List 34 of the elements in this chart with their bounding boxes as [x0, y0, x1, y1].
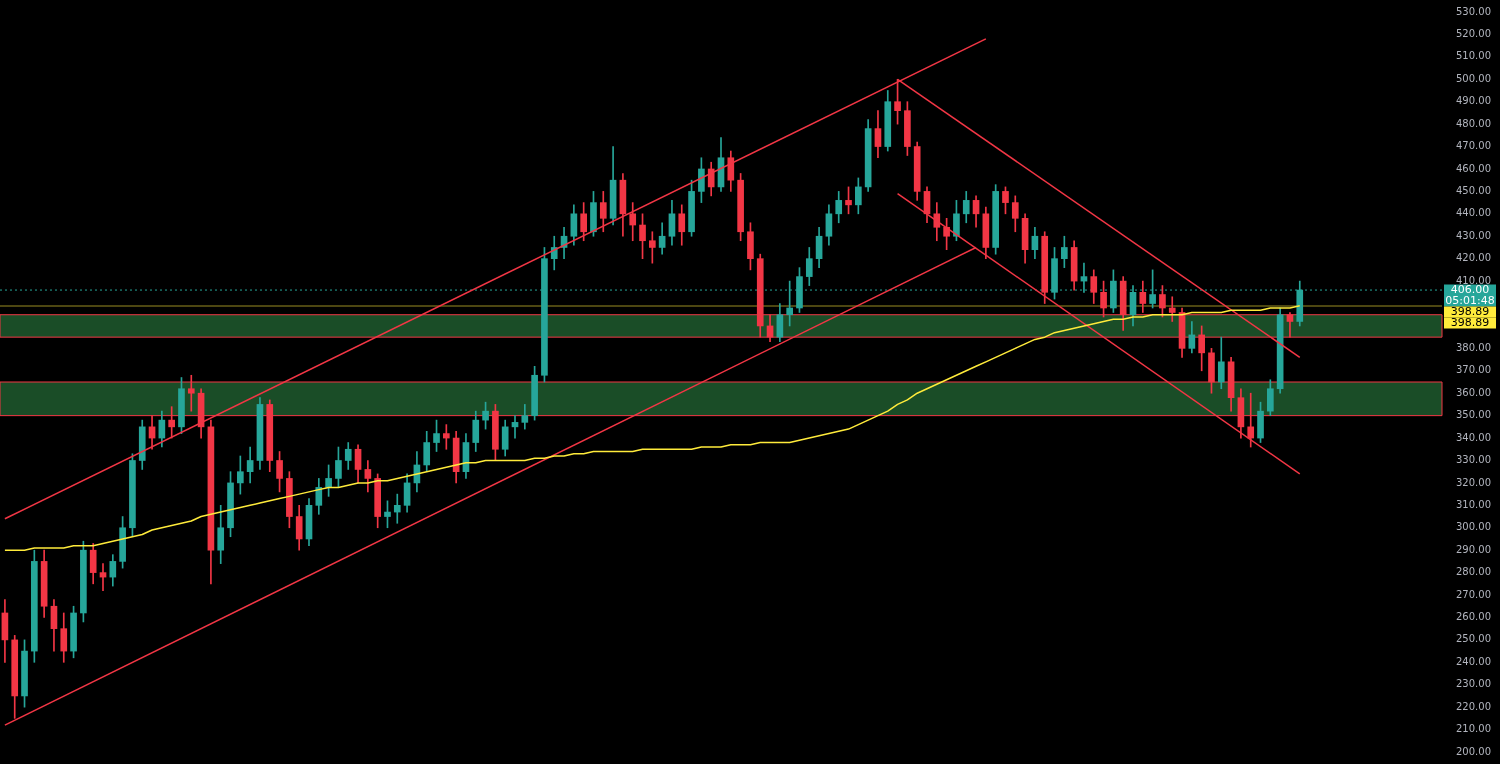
y-tick-label: 230.00 [1456, 678, 1491, 690]
y-tick-label: 450.00 [1456, 184, 1491, 196]
y-tick-label: 210.00 [1456, 723, 1491, 735]
y-tick-label: 340.00 [1456, 431, 1491, 443]
y-tick-label: 300.00 [1456, 521, 1491, 533]
y-tick-label: 380.00 [1456, 341, 1491, 353]
y-tick-label: 520.00 [1456, 28, 1491, 40]
y-tick-label: 270.00 [1456, 588, 1491, 600]
y-tick-label: 350.00 [1456, 409, 1491, 421]
y-tick-label: 460.00 [1456, 162, 1491, 174]
y-tick-label: 440.00 [1456, 207, 1491, 219]
y-tick-label: 490.00 [1456, 95, 1491, 107]
y-tick-label: 480.00 [1456, 117, 1491, 129]
y-tick-label: 530.00 [1456, 5, 1491, 17]
y-tick-label: 220.00 [1456, 700, 1491, 712]
y-tick-label: 320.00 [1456, 476, 1491, 488]
y-tick-label: 250.00 [1456, 633, 1491, 645]
y-tick-label: 510.00 [1456, 50, 1491, 62]
y-tick-label: 240.00 [1456, 655, 1491, 667]
y-tick-label: 430.00 [1456, 229, 1491, 241]
y-tick-label: 330.00 [1456, 454, 1491, 466]
y-tick-label: 310.00 [1456, 498, 1491, 510]
y-tick-label: 370.00 [1456, 364, 1491, 376]
y-tick-label: 260.00 [1456, 611, 1491, 623]
y-tick-label: 420.00 [1456, 252, 1491, 264]
text: 05:01:48 [1445, 293, 1495, 307]
y-tick-label: 290.00 [1456, 543, 1491, 555]
ref-line-label: 398.89 [1450, 304, 1490, 318]
text: 398.89 [1450, 315, 1490, 329]
y-tick-label: 200.00 [1456, 745, 1491, 757]
y-tick-label: 360.00 [1456, 386, 1491, 398]
y-tick-label: 280.00 [1456, 566, 1491, 578]
y-tick-label: 500.00 [1456, 72, 1491, 84]
y-tick-label: 470.00 [1456, 140, 1491, 152]
